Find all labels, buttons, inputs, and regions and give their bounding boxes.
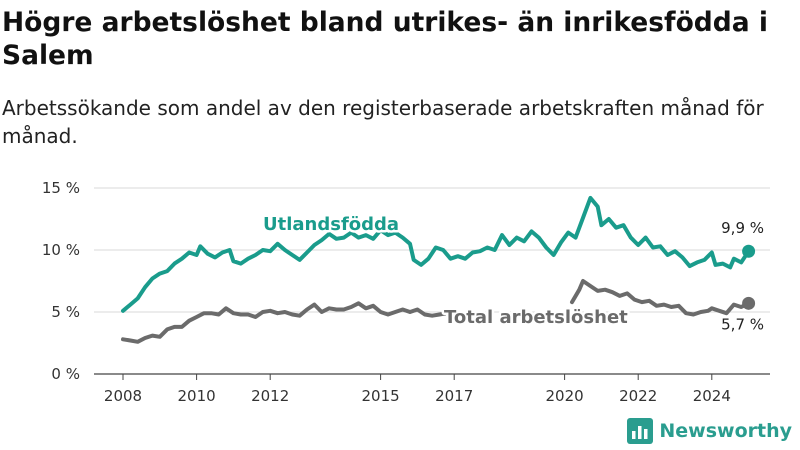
chart-title: Högre arbetslöshet bland utrikes- än inr…: [2, 7, 768, 71]
brand-name: Newsworthy: [659, 420, 792, 442]
series-line-total: [121, 301, 479, 344]
chart-subtitle: Arbetssökande som andel av den registerb…: [2, 96, 764, 148]
end-point-total: [742, 296, 756, 310]
x-tick-label: 2015: [362, 387, 400, 405]
x-tick-label: 2022: [619, 387, 657, 405]
x-tick-label: 2012: [251, 387, 289, 405]
newsworthy-logo: Newsworthy: [627, 418, 792, 444]
end-value-label-utlandsfodda: 9,9 %: [721, 219, 764, 237]
x-tick-label: 2024: [693, 387, 731, 405]
series-label-total: Total arbetslöshet: [444, 307, 628, 328]
y-tick-label: 0 %: [51, 365, 80, 383]
series-line-utlandsfodda: [121, 195, 751, 313]
bar-chart-logo-icon: [627, 418, 654, 444]
x-tick-label: 2017: [435, 387, 473, 405]
series-label-utlandsfodda: Utlandsfödda: [263, 214, 399, 235]
x-tick-label: 2010: [178, 387, 216, 405]
end-point-utlandsfodda: [742, 244, 756, 258]
y-tick-label: 15 %: [42, 179, 80, 197]
end-value-label-total: 5,7 %: [721, 315, 764, 333]
y-tick-label: 10 %: [42, 241, 80, 259]
y-tick-label: 5 %: [51, 303, 80, 321]
x-tick-label: 2020: [546, 387, 584, 405]
x-tick-label: 2008: [104, 387, 142, 405]
series-line-total: [570, 279, 751, 317]
